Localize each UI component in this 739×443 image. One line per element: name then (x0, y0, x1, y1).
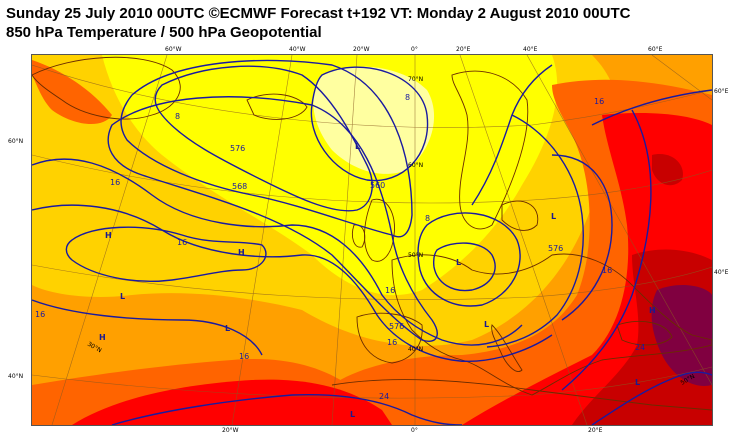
coast-ireland (351, 224, 366, 248)
temp-label: 16 (602, 266, 612, 275)
geo-label: 560 (370, 181, 385, 190)
contour-central-low (432, 242, 496, 292)
lon-label-20w-top: 20°W (353, 46, 370, 53)
coast-iceland (246, 93, 308, 120)
contour-southwest (32, 299, 263, 356)
temperature-band-extreme (651, 285, 712, 386)
inner-lat-40n: 40°N (408, 346, 423, 353)
lat-label-40n-left: 40°N (8, 373, 24, 380)
lon-label-0-bottom: 0° (411, 427, 418, 434)
temp-label: 16 (239, 352, 249, 361)
inner-lat-70n: 70°N (408, 76, 423, 83)
lon-label-0-top: 0° (411, 46, 418, 53)
coast-black-sea (616, 320, 673, 346)
high-marker: H (99, 333, 106, 342)
temp-label: 24 (635, 343, 645, 352)
high-marker: H (238, 248, 245, 257)
contour-16-loop (65, 226, 267, 282)
high-marker: H (105, 231, 112, 240)
lon-label-60e-top: 60°E (648, 46, 663, 53)
temp-label: 16 (177, 238, 187, 247)
low-marker: L (635, 378, 640, 387)
temp-label: 8 (425, 214, 430, 223)
geo-label: 576 (548, 244, 563, 253)
contour-south-east (591, 371, 712, 425)
contour-568 (120, 59, 413, 238)
contour-east-arc (471, 64, 584, 348)
temp-label: 16 (35, 310, 45, 319)
temp-label: 16 (387, 338, 397, 347)
coast-north-africa (331, 379, 712, 411)
contour-south (111, 393, 463, 425)
coast-greenland (32, 56, 181, 120)
map-canvas: 70°N 60°N 50°N 40°N 30°N 50°N 8 16 16 16… (32, 55, 712, 425)
low-marker: L (551, 212, 556, 221)
inner-lat-50n: 50°N (408, 252, 423, 259)
coastlines (32, 56, 712, 411)
lon-label-20w-bottom: 20°W (222, 427, 239, 434)
contour-zonal-2 (32, 204, 553, 362)
pressure-centres: H H L L L H L L L H L L (99, 142, 656, 419)
temp-label: 24 (379, 392, 389, 401)
temperature-band-hot-south (72, 379, 392, 425)
temp-label: 16 (594, 97, 604, 106)
temp-label: 8 (175, 112, 180, 121)
temperature-band-cold (102, 55, 558, 296)
geopotential-contours (32, 59, 712, 425)
geo-label: 576 (230, 144, 245, 153)
temp-label: 8 (405, 93, 410, 102)
contour-576-east (551, 154, 613, 321)
temperature-labels: 8 16 16 16 8 8 16 16 24 16 24 16 16 (35, 93, 645, 401)
low-marker: L (484, 320, 489, 329)
geo-label: 568 (232, 182, 247, 191)
contour-east-24 (561, 89, 712, 391)
lat-label-60e-right: 60°E (714, 88, 729, 95)
lat-label-60n-left: 60°N (8, 138, 24, 145)
coast-baltic (501, 200, 539, 231)
inner-lat-60n: 60°N (408, 162, 423, 169)
low-marker: L (355, 142, 360, 151)
contour-560 (107, 96, 438, 342)
lon-label-20e-top: 20°E (456, 46, 471, 53)
lon-label-40e-top: 40°E (523, 46, 538, 53)
temp-label: 16 (110, 178, 120, 187)
low-marker: L (350, 410, 355, 419)
lat-label-40e-right: 40°E (714, 269, 729, 276)
lon-label-40w-top: 40°W (289, 46, 306, 53)
high-marker: H (649, 306, 656, 315)
contour-inner-low (310, 66, 429, 182)
coast-scandinavia (451, 70, 529, 230)
coast-europe (391, 253, 712, 396)
contour-zonal-1 (32, 158, 523, 346)
low-marker: L (225, 324, 230, 333)
coast-italy (491, 324, 523, 372)
lon-label-20e-bottom: 20°E (588, 427, 603, 434)
title-line-2: 850 hPa Temperature / 500 hPa Geopotenti… (6, 24, 322, 41)
temperature-band-very-hot-patch (652, 154, 683, 186)
temperature-band-warm-west (32, 60, 112, 125)
low-marker: L (456, 258, 461, 267)
geopotential-labels: 576 568 560 576 576 (230, 144, 563, 331)
temperature-band-very-cold (313, 66, 435, 174)
contour-around-low (417, 212, 521, 307)
chart-title: Sunday 25 July 2010 00UTC ©ECMWF Forecas… (6, 4, 630, 42)
lon-label-60w-top: 60°W (165, 46, 182, 53)
forecast-map: 70°N 60°N 50°N 40°N 30°N 50°N 8 16 16 16… (31, 54, 713, 426)
contour-576-west (154, 65, 373, 212)
geo-label: 576 (389, 322, 404, 331)
title-line-1: Sunday 25 July 2010 00UTC ©ECMWF Forecas… (6, 5, 631, 22)
temp-label: 16 (385, 286, 395, 295)
low-marker: L (120, 292, 125, 301)
